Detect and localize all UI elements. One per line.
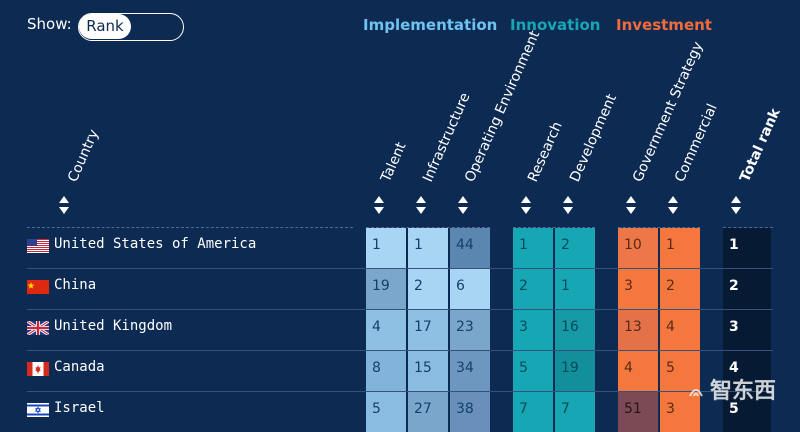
group-title-investment: Investment [616,16,712,34]
rank-cell-infrastructure: 1 [408,228,448,268]
rank-cell-government-strategy: 3 [618,269,658,309]
group-title-innovation: Innovation [510,16,601,34]
rank-cell-research: 2 [513,269,553,309]
rank-cell-infrastructure: 2 [408,269,448,309]
flag-canada-icon [27,361,49,376]
rank-cell-research: 7 [513,392,553,432]
sort-operating-environment-icon[interactable] [457,195,469,215]
rank-cell-infrastructure: 15 [408,351,448,391]
watermark-logo: 智东西 [684,370,794,410]
rank-cell-commercial: 1 [660,228,700,268]
rank-cell-talent: 19 [366,269,406,309]
group-title-implementation: Implementation [363,16,498,34]
rank-cell-operating-environment: 44 [450,228,490,268]
rank-cell-government-strategy: 13 [618,310,658,350]
header-divider-country [27,227,353,228]
show-label: Show: [27,15,72,33]
rank-cell-total: 2 [723,269,771,309]
row-separator [27,350,773,351]
row-separator [27,309,773,310]
country-name: Canada [54,359,105,375]
watermark-text: 智东西 [710,378,776,404]
row-separator [27,391,773,392]
rank-cell-government-strategy: 51 [618,392,658,432]
rank-cell-total: 3 [723,310,771,350]
rank-cell-operating-environment: 38 [450,392,490,432]
rank-cell-development: 1 [555,269,595,309]
header-divider-total [723,227,773,228]
sort-infrastructure-icon[interactable] [415,195,427,215]
rank-cell-government-strategy: 4 [618,351,658,391]
flag-china-icon [27,279,49,294]
flag-uk-icon [26,319,50,337]
rank-cell-development: 19 [555,351,595,391]
sort-government-strategy-icon[interactable] [625,195,637,215]
column-header-commercial: Commercial [672,101,721,185]
rank-cell-talent: 4 [366,310,406,350]
rank-cell-operating-environment: 23 [450,310,490,350]
rank-cell-development: 16 [555,310,595,350]
column-header-talent: Talent [378,139,410,185]
rank-cell-commercial: 2 [660,269,700,309]
header-divider-implementation [366,227,490,228]
rank-cell-commercial: 4 [660,310,700,350]
rank-cell-operating-environment: 6 [450,269,490,309]
column-header-total-rank: Total rank [737,106,784,185]
sort-development-icon[interactable] [562,195,574,215]
rank-cell-talent: 8 [366,351,406,391]
flag-israel-icon [27,402,49,417]
rank-cell-talent: 1 [366,228,406,268]
row-separator [27,268,773,269]
rank-cell-infrastructure: 17 [408,310,448,350]
flag-usa-icon [27,238,49,253]
show-toggle[interactable]: Rank [78,13,184,41]
rank-cell-development: 7 [555,392,595,432]
rank-cell-research: 3 [513,310,553,350]
sort-research-icon[interactable] [520,195,532,215]
column-header-development: Development [567,91,620,185]
country-name: China [54,277,97,293]
sort-commercial-icon[interactable] [667,195,679,215]
column-header-operating-environment: Operating Environment [462,28,544,185]
rank-cell-research: 1 [513,228,553,268]
rank-cell-commercial: 5 [660,351,700,391]
country-name: Israel [54,400,105,416]
header-divider-investment [618,227,700,228]
sort-country-icon[interactable] [58,195,70,215]
rank-cell-total: 1 [723,228,771,268]
sort-total-rank-icon[interactable] [730,195,742,215]
rank-cell-talent: 5 [366,392,406,432]
rank-cell-research: 5 [513,351,553,391]
rank-cell-operating-environment: 34 [450,351,490,391]
show-rank-option[interactable]: Rank [79,14,131,39]
header-divider-innovation [513,227,595,228]
rank-cell-development: 2 [555,228,595,268]
column-header-research: Research [525,119,566,185]
rank-cell-infrastructure: 27 [408,392,448,432]
rank-cell-government-strategy: 10 [618,228,658,268]
sort-talent-icon[interactable] [373,195,385,215]
country-name: United Kingdom [54,318,173,334]
column-header-country: Country [65,127,103,185]
country-name: United States of America [54,236,257,252]
rank-cell-total: 4 [723,351,771,391]
